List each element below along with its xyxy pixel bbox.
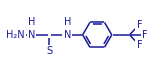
- Text: F: F: [142, 30, 148, 40]
- Text: H: H: [28, 17, 35, 27]
- Text: F: F: [137, 40, 142, 50]
- Text: H: H: [64, 17, 71, 27]
- Text: F: F: [137, 20, 142, 30]
- Text: H₂N: H₂N: [6, 30, 25, 40]
- Text: N: N: [28, 30, 35, 40]
- Text: N: N: [64, 30, 71, 40]
- Text: S: S: [46, 46, 52, 56]
